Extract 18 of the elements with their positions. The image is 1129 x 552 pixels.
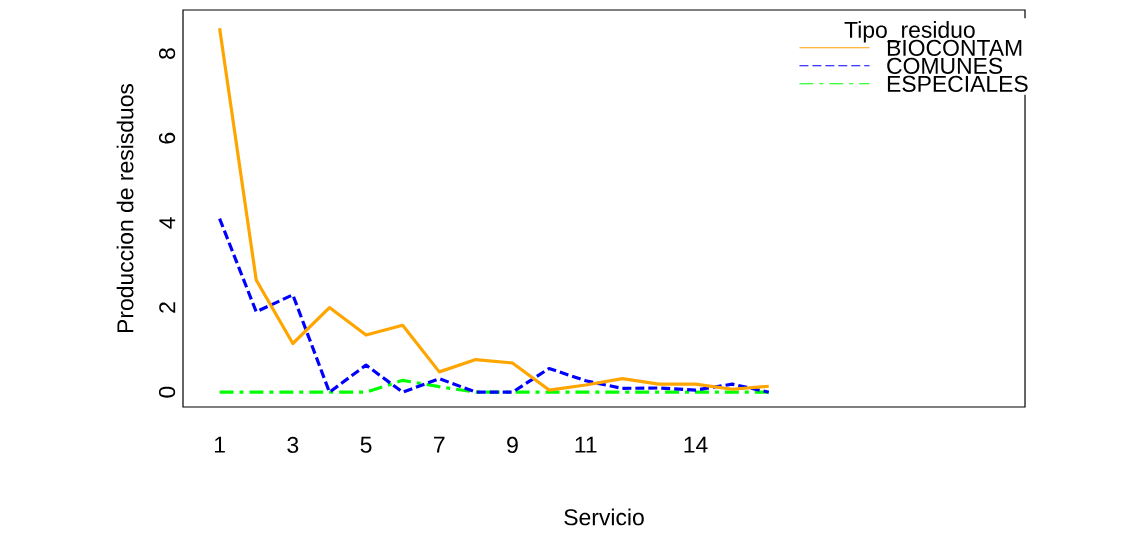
y-axis-title: Produccion de resisduos [116,83,134,333]
x-axis-title: Servicio [564,508,644,526]
x-tick-label: 11 [575,436,597,453]
y-tick-label: 4 [159,217,176,229]
line-series [218,217,771,394]
x-tick-label: 1 [214,436,225,453]
x-tick-label: 5 [360,436,372,453]
x-tick-label: 14 [684,436,708,453]
x-tick-label: 9 [507,436,518,454]
line-series [218,26,771,392]
y-tick-label: 0 [158,386,176,398]
legend-label: ESPECIALES [887,75,1028,92]
x-tick-label: 7 [434,436,445,453]
y-tick-label: 2 [159,302,176,313]
y-tick-label: 6 [158,132,176,144]
x-tick-label: 3 [287,436,299,454]
y-tick-label: 8 [158,48,176,59]
legend-label: COMUNES [887,57,1003,74]
